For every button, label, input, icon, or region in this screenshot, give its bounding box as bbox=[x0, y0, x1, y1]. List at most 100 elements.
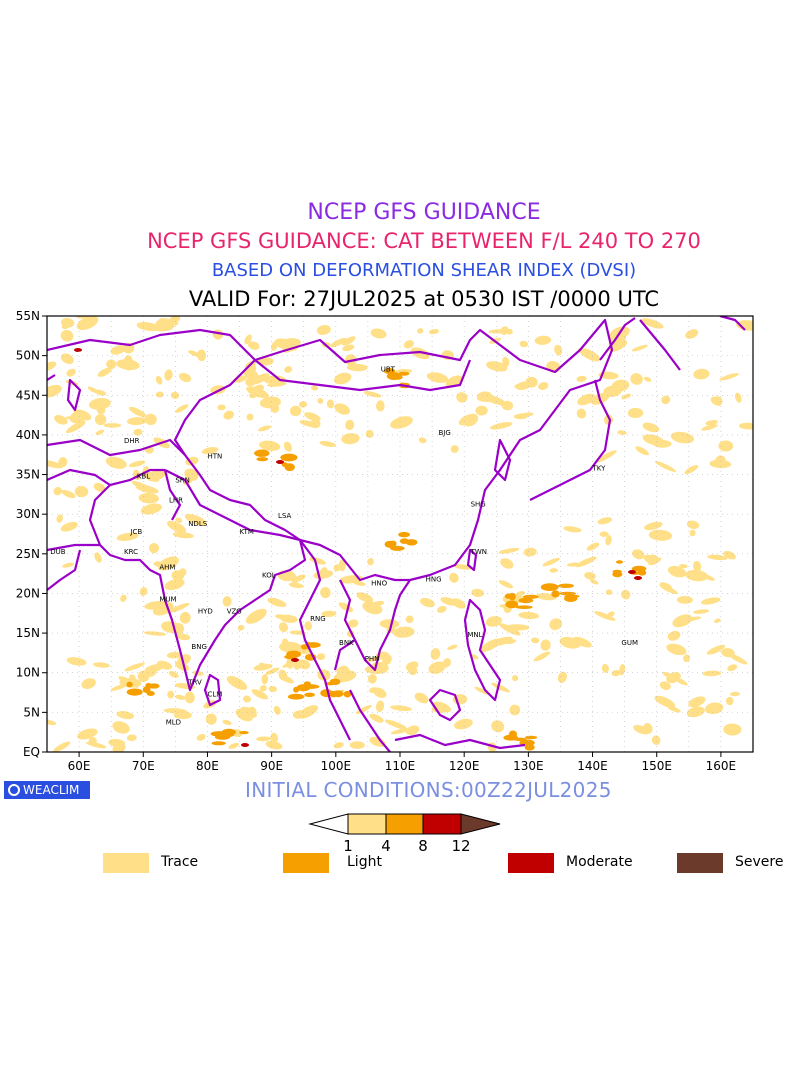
station-label-ndls: NDLS bbox=[188, 520, 208, 528]
trace-cell bbox=[62, 562, 74, 568]
trace-cell bbox=[594, 611, 616, 621]
trace-cell bbox=[338, 559, 346, 572]
trace-cell bbox=[60, 521, 78, 532]
trace-cell bbox=[164, 369, 173, 381]
trace-cell bbox=[66, 368, 76, 377]
trace-cell bbox=[144, 413, 157, 426]
trace-cell bbox=[714, 618, 721, 623]
trace-cell bbox=[417, 328, 424, 334]
trace-cell bbox=[710, 396, 723, 406]
light-cell bbox=[513, 737, 527, 741]
station-label-trv: TRV bbox=[187, 679, 202, 687]
trace-cell bbox=[245, 608, 267, 624]
trace-cell bbox=[666, 643, 687, 656]
trace-cell bbox=[566, 562, 581, 567]
trace-cell bbox=[456, 392, 468, 403]
trace-cell bbox=[127, 417, 147, 426]
trace-cell bbox=[659, 582, 672, 590]
lon-label: 130E bbox=[513, 759, 544, 773]
trace-cell bbox=[375, 700, 385, 713]
light-cell bbox=[558, 583, 574, 588]
light-cell bbox=[405, 539, 418, 546]
trace-cell bbox=[184, 468, 199, 481]
trace-cell bbox=[76, 316, 99, 331]
trace-cell bbox=[727, 664, 738, 672]
light-cell bbox=[286, 650, 301, 658]
trace-cell bbox=[534, 335, 552, 345]
trace-cell bbox=[155, 391, 164, 398]
trace-cell bbox=[686, 520, 700, 529]
trace-cell bbox=[170, 391, 180, 400]
trace-cell bbox=[169, 602, 190, 613]
trace-cell bbox=[667, 705, 681, 713]
trace-cell bbox=[433, 701, 452, 713]
trace-cell bbox=[611, 669, 621, 677]
colorbar-low-arrow bbox=[308, 813, 349, 835]
station-label-hng: HNG bbox=[426, 576, 442, 584]
station-label-bnk: BNK bbox=[339, 639, 354, 647]
trace-cell bbox=[641, 318, 664, 329]
light-cell bbox=[146, 691, 155, 696]
light-cell bbox=[515, 605, 533, 609]
trace-cell bbox=[390, 705, 412, 712]
trace-cell bbox=[523, 547, 537, 557]
trace-cell bbox=[330, 337, 347, 348]
trace-cell bbox=[167, 520, 187, 533]
trace-cell bbox=[611, 379, 630, 392]
trace-cell bbox=[196, 349, 207, 362]
light-cell bbox=[256, 452, 269, 456]
lat-label: 10N bbox=[16, 666, 40, 680]
light-cell bbox=[329, 690, 339, 698]
trace-cell bbox=[365, 429, 374, 438]
colorbar-moderate bbox=[422, 813, 462, 835]
trace-cell bbox=[175, 694, 186, 700]
trace-cell bbox=[53, 741, 71, 752]
trace-cell bbox=[500, 558, 514, 569]
trace-cell bbox=[475, 405, 488, 416]
trace-cell bbox=[179, 611, 191, 624]
light-cell bbox=[126, 688, 143, 696]
station-label-srn: SRN bbox=[175, 476, 190, 484]
trace-cell bbox=[265, 667, 280, 675]
light-cell bbox=[256, 457, 269, 462]
lat-label: 30N bbox=[16, 507, 40, 521]
trace-cell bbox=[282, 662, 295, 668]
trace-cell bbox=[223, 410, 235, 420]
moderate-cell bbox=[276, 460, 284, 464]
trace-cell bbox=[47, 361, 57, 372]
turbulence-field bbox=[47, 316, 753, 752]
trace-cell bbox=[240, 706, 257, 718]
moderate-cell bbox=[74, 348, 82, 352]
trace-cell bbox=[654, 461, 677, 472]
station-label-lsa: LSA bbox=[278, 512, 291, 520]
trace-cell bbox=[128, 406, 147, 418]
trace-cell bbox=[519, 340, 529, 348]
trace-cell bbox=[725, 696, 734, 706]
trace-cell bbox=[259, 440, 281, 451]
trace-cell bbox=[342, 344, 355, 352]
light-cell bbox=[616, 560, 623, 564]
trace-cell bbox=[270, 732, 279, 744]
trace-cell bbox=[116, 711, 134, 720]
product-subtitle: NCEP GFS GUIDANCE: CAT BETWEEN F/L 240 T… bbox=[147, 229, 701, 253]
trace-cell bbox=[635, 446, 650, 456]
trace-cell bbox=[644, 521, 663, 531]
trace-cell bbox=[454, 718, 473, 730]
trace-cell bbox=[590, 579, 599, 585]
light-cell bbox=[303, 681, 311, 687]
lat-label: 35N bbox=[16, 468, 40, 482]
trace-cell bbox=[153, 561, 164, 567]
trace-cell bbox=[490, 636, 513, 647]
trace-cell bbox=[175, 404, 189, 413]
trace-cell bbox=[597, 517, 613, 525]
lat-label: 45N bbox=[16, 388, 40, 402]
trace-cell bbox=[258, 662, 270, 669]
trace-cell bbox=[605, 589, 613, 595]
trace-cell bbox=[643, 376, 652, 382]
station-label-ahm: AHM bbox=[159, 564, 175, 572]
station-label-rng: RNG bbox=[310, 615, 326, 623]
lon-label: 100E bbox=[321, 759, 352, 773]
trace-cell bbox=[61, 489, 76, 499]
trace-cell bbox=[258, 425, 272, 432]
trace-cell bbox=[164, 578, 185, 591]
